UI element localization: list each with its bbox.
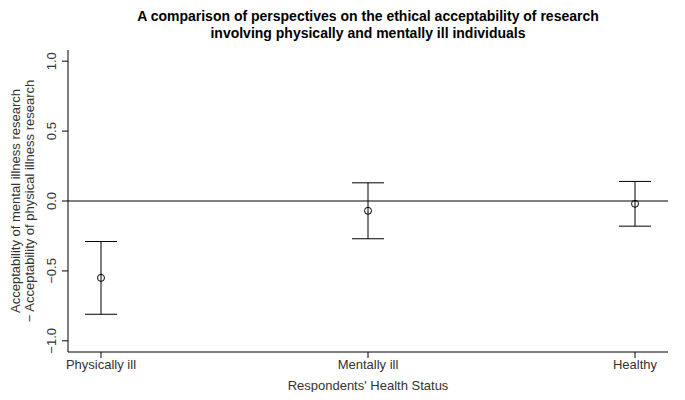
html-text:involving physically and menta: involving physically and mentally ill in… [210, 25, 526, 41]
svg-text:1.0: 1.0 [44, 52, 59, 70]
svg-text:Physically ill: Physically ill [66, 357, 136, 372]
svg-text:Mentally ill: Mentally ill [338, 357, 399, 372]
svg-text:−1.0: −1.0 [44, 328, 59, 354]
svg-text:Healthy: Healthy [613, 357, 658, 372]
html-text:A comparison of perspectives o: A comparison of perspectives on the ethi… [137, 8, 599, 24]
svg-text:Respondents' Health Status: Respondents' Health Status [288, 378, 449, 392]
svg-text:0.0: 0.0 [44, 192, 59, 210]
svg-text:0.5: 0.5 [44, 122, 59, 140]
svg-text:Acceptability of mental illnes: Acceptability of mental illness research… [8, 80, 37, 322]
svg-text:−0.5: −0.5 [44, 258, 59, 284]
